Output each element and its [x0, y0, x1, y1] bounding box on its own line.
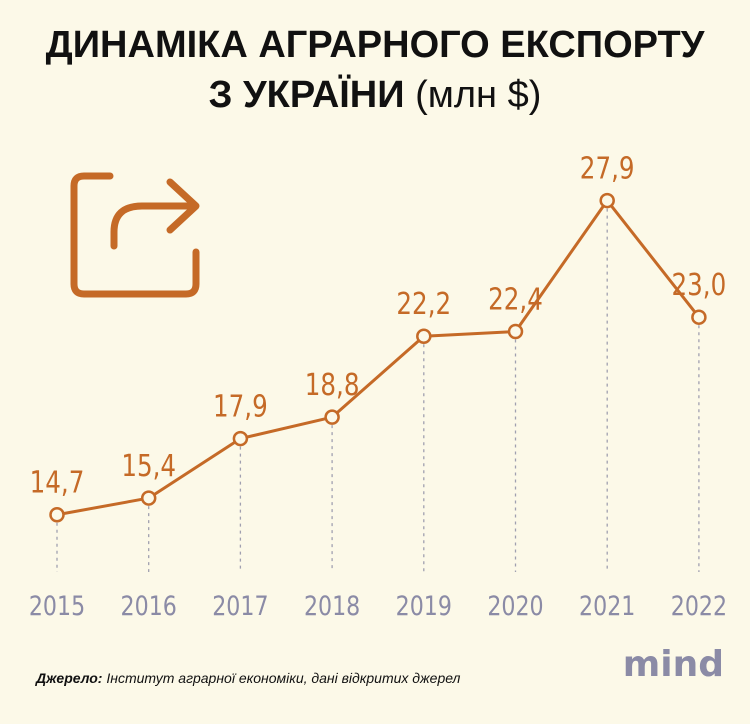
x-tick-label-2022: 2022 [671, 590, 727, 622]
source-label: Джерело: [36, 670, 103, 686]
share-icon [70, 172, 200, 298]
x-tick-label-2017: 2017 [212, 590, 268, 622]
data-label-2019: 22,2 [396, 288, 451, 322]
data-point-2021 [599, 192, 615, 209]
x-tick-label-2016: 2016 [121, 590, 177, 622]
data-point-2019 [416, 328, 432, 344]
data-point-2020 [507, 323, 524, 340]
x-tick-label-2018: 2018 [304, 590, 360, 622]
data-point-2017 [232, 430, 249, 447]
title-line-2-bold: З УКРАЇНИ [208, 74, 405, 116]
source-note: Джерело: Інститут аграрної економіки, да… [36, 670, 460, 686]
data-label-2021: 27,9 [580, 152, 635, 186]
title-line-2: З УКРАЇНИ (млн $) [0, 70, 750, 120]
x-tick-label-2015: 2015 [29, 590, 85, 622]
x-tick-label-2020: 2020 [487, 590, 543, 622]
data-point-2022 [691, 309, 707, 325]
data-label-2018: 18,8 [305, 369, 360, 403]
chart-title: ДИНАМІКА АГРАРНОГО ЕКСПОРТУ З УКРАЇНИ (м… [0, 20, 750, 120]
data-point-2018 [324, 409, 340, 425]
x-tick-label-2019: 2019 [396, 590, 452, 622]
title-line-1: ДИНАМІКА АГРАРНОГО ЕКСПОРТУ [45, 24, 705, 66]
data-label-2015: 14,7 [30, 466, 85, 500]
data-label-2017: 17,9 [213, 390, 268, 424]
source-text: Інститут аграрної економіки, дані відкри… [106, 670, 461, 686]
x-tick-label-2021: 2021 [579, 590, 635, 622]
data-label-2022: 23,0 [672, 269, 727, 303]
series-line [56, 199, 701, 517]
data-label-2020: 22,4 [488, 283, 543, 317]
data-label-2016: 15,4 [121, 450, 176, 484]
title-unit: (млн $) [415, 74, 542, 116]
data-point-2015 [49, 506, 65, 523]
data-point-2016 [140, 490, 157, 506]
mind-logo: mind [622, 644, 724, 685]
